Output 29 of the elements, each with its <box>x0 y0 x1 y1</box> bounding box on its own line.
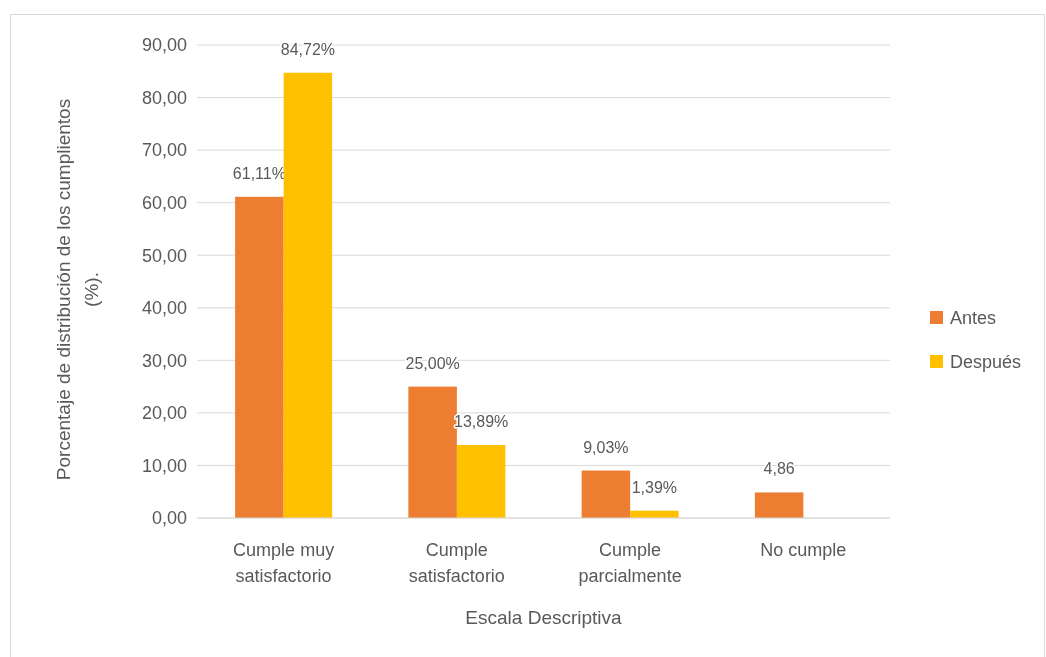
y-tick-label: 60,00 <box>141 192 187 213</box>
bar <box>581 470 631 518</box>
bar <box>408 386 457 518</box>
legend-label: Antes <box>950 308 997 329</box>
y-axis-title: Porcentaje de distribución de los cumplientos (%). <box>53 98 102 481</box>
y-tick-label: 40,00 <box>141 298 187 319</box>
bar <box>754 492 804 518</box>
data-label: 1,39% <box>631 478 678 496</box>
x-tick-label: Cumple parcialmente <box>578 540 682 586</box>
data-label: 25,00% <box>405 354 460 372</box>
y-tick-label: 20,00 <box>141 403 187 424</box>
y-tick-label: 30,00 <box>141 350 187 371</box>
y-tick-label: 10,00 <box>141 455 187 476</box>
data-label: 9,03% <box>583 438 629 456</box>
y-tick-label: 70,00 <box>141 140 187 161</box>
x-tick-label: No cumple <box>760 540 847 560</box>
bar <box>235 196 284 518</box>
x-tick-label: Cumple satisfactorio <box>408 540 505 586</box>
data-label: 4,86 <box>763 460 795 478</box>
x-tick-label: Cumple muy satisfactorio <box>233 540 335 586</box>
bar <box>456 445 506 518</box>
y-tick-label: 90,00 <box>141 35 187 56</box>
x-axis-title: Escala Descriptiva <box>465 607 623 628</box>
legend-label: Después <box>950 352 1022 373</box>
data-label: 84,72% <box>280 40 336 58</box>
bar <box>283 72 333 518</box>
y-tick-label: 0,00 <box>151 508 187 529</box>
y-tick-label: 80,00 <box>141 87 187 108</box>
y-tick-label: 50,00 <box>141 245 187 266</box>
